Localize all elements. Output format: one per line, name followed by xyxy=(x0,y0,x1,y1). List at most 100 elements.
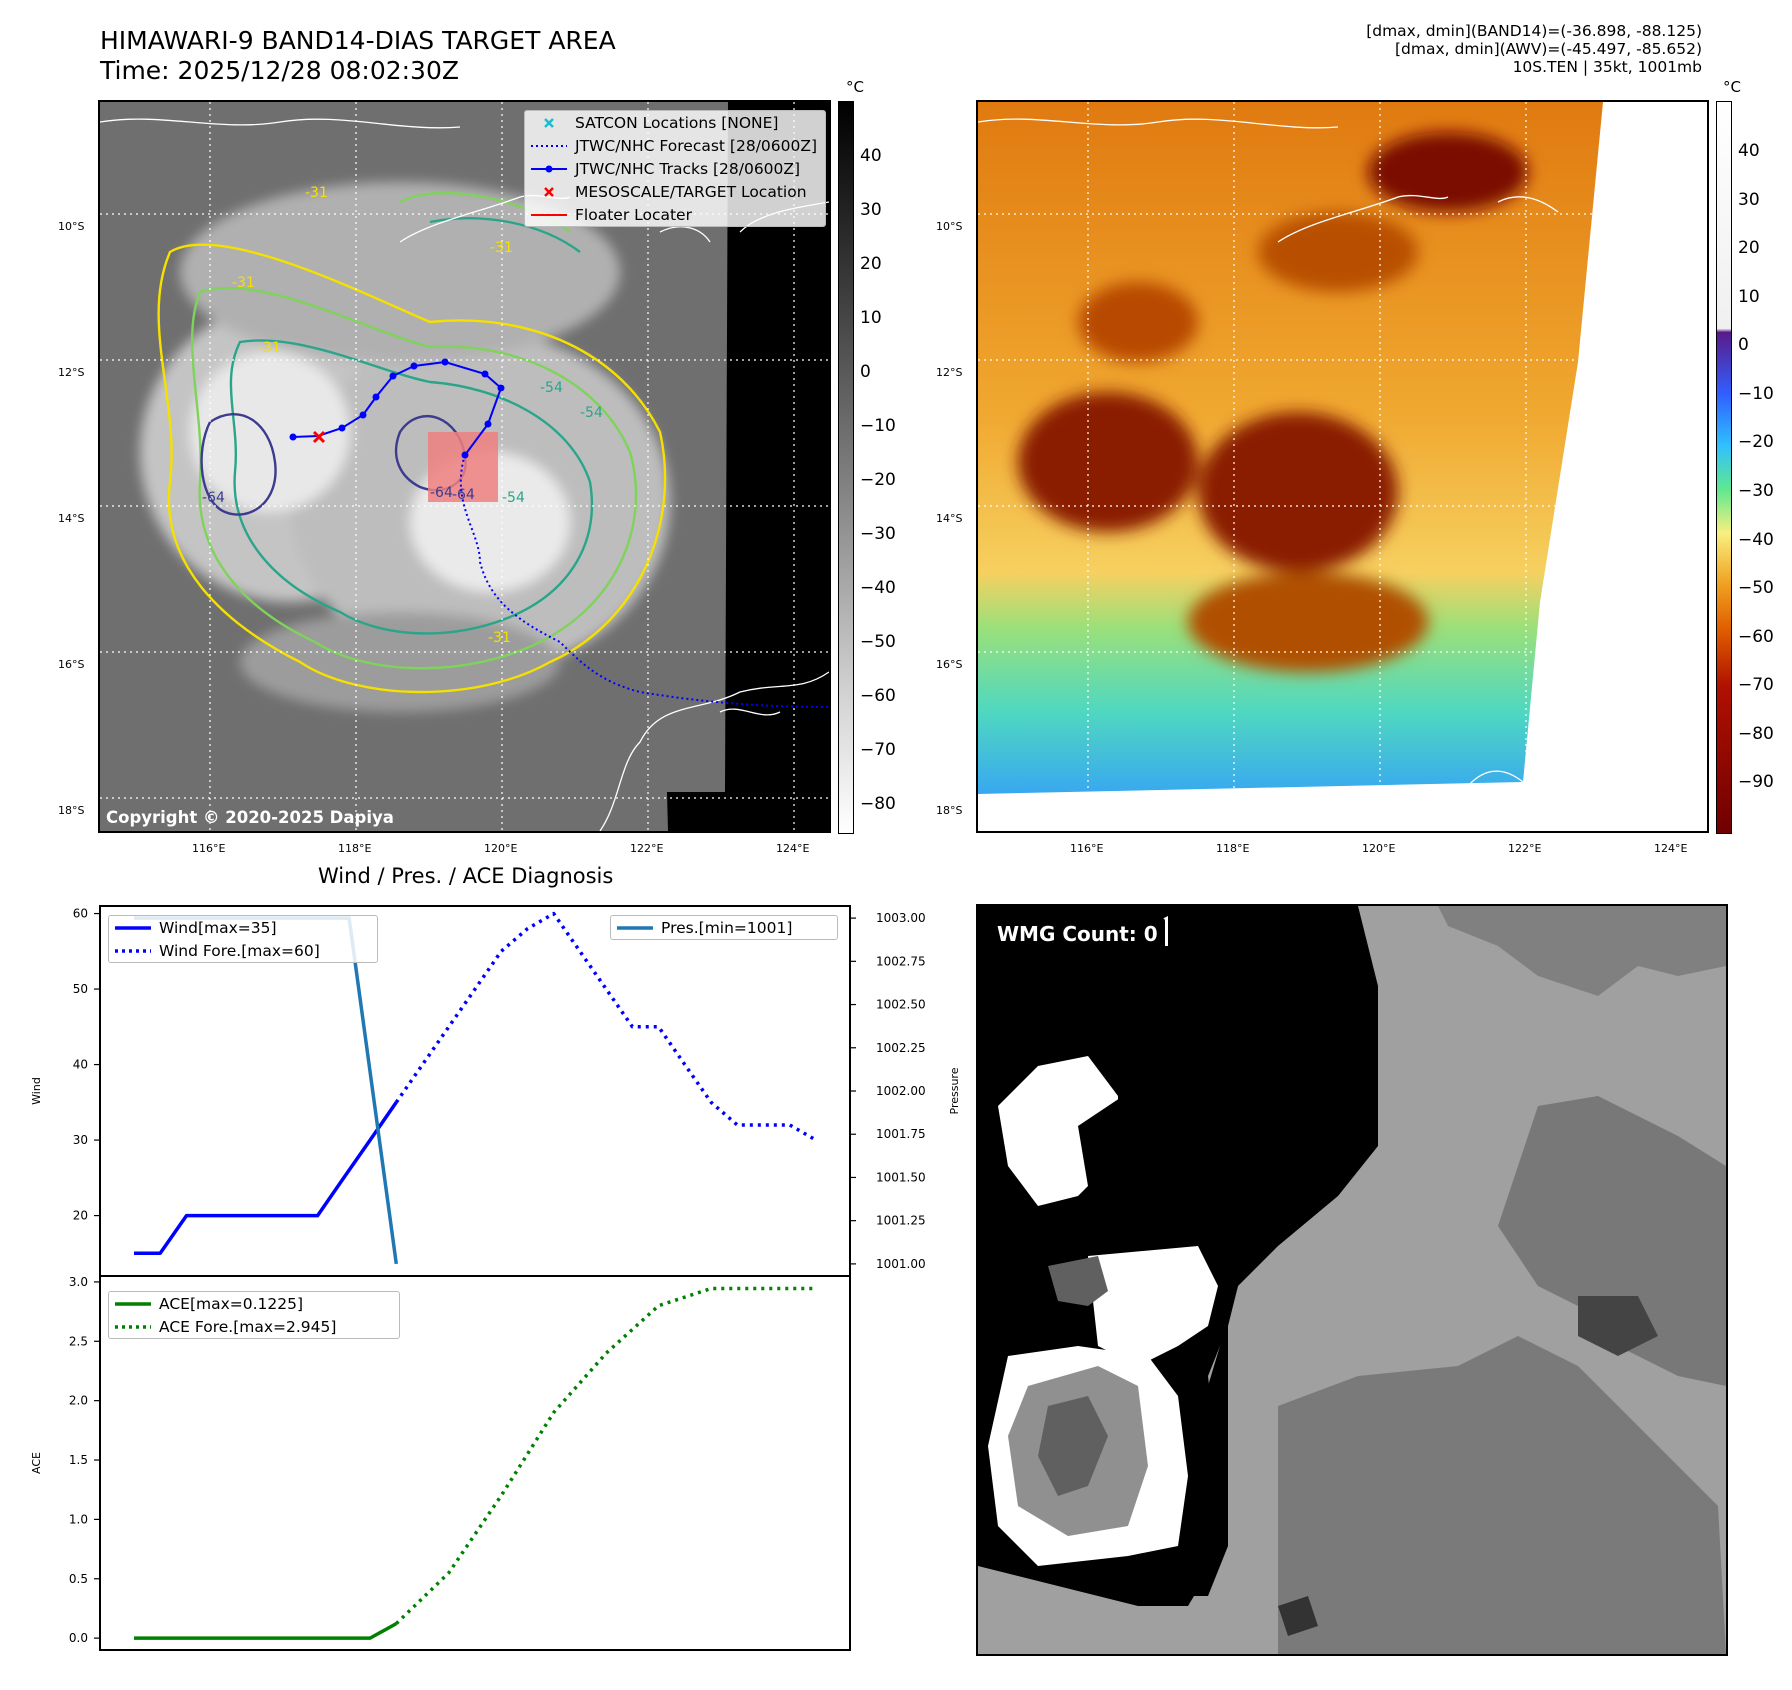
cbar-tick: −10 xyxy=(860,416,896,436)
awv-colorbar-unit: °C xyxy=(1723,78,1741,96)
cbar-tick: −70 xyxy=(860,740,896,760)
lat-tick: 14°S xyxy=(936,512,963,525)
target-x-marker xyxy=(312,430,326,444)
contour-label: -31 xyxy=(305,185,328,201)
cbar-tick: −20 xyxy=(860,470,896,490)
blue-dotted-line-icon xyxy=(115,948,151,954)
lat-tick: 14°S xyxy=(58,512,85,525)
cbar-tick: −50 xyxy=(1738,578,1774,598)
y-tick-label: 50 xyxy=(73,982,88,996)
info-line-awv: [dmax, dmin](AWV)=(-45.497, -85.652) xyxy=(1395,40,1702,58)
cbar-tick: −90 xyxy=(1738,772,1774,792)
y-tick-label: 20 xyxy=(73,1209,88,1223)
legend-item-ace: ACE[max=0.1225] xyxy=(109,1292,399,1315)
awv-map-panel xyxy=(976,100,1709,833)
red-x-icon xyxy=(531,186,567,198)
map-legend: SATCON Locations [NONE] JTWC/NHC Forecas… xyxy=(524,110,826,227)
cbar-tick: −20 xyxy=(1738,432,1774,452)
y2-tick-label: 1001.25 xyxy=(876,1214,926,1228)
wmg-svg xyxy=(978,906,1726,1654)
contour-label: -54 xyxy=(502,490,525,506)
legend-label: JTWC/NHC Forecast [28/0600Z] xyxy=(575,136,818,155)
contour-label: -31 xyxy=(232,275,255,291)
cyan-x-icon xyxy=(531,117,567,129)
y-axis-label: ACE xyxy=(30,1452,43,1474)
pressure-legend: Pres.[min=1001] xyxy=(610,915,838,940)
series-line xyxy=(134,1101,398,1256)
lat-tick: 10°S xyxy=(58,220,85,233)
cbar-tick: 30 xyxy=(860,200,882,220)
lat-tick: 18°S xyxy=(58,804,85,817)
lat-tick: 16°S xyxy=(936,658,963,671)
legend-label: JTWC/NHC Tracks [28/0600Z] xyxy=(575,159,801,178)
steelblue-line-icon xyxy=(617,925,653,931)
y-tick-label: 0.0 xyxy=(69,1631,88,1645)
target-location-box xyxy=(428,432,498,502)
lon-tick: 124°E xyxy=(1654,842,1688,855)
cbar-tick: −80 xyxy=(860,794,896,814)
legend-item-wind: Wind[max=35] xyxy=(109,916,377,939)
y-axis-label: Wind xyxy=(30,1077,43,1105)
figure-info: [dmax, dmin](BAND14)=(-36.898, -88.125) … xyxy=(1366,22,1702,76)
cbar-tick: −50 xyxy=(860,632,896,652)
y-tick-label: 30 xyxy=(73,1133,88,1147)
cbar-tick: 30 xyxy=(1738,190,1760,210)
green-dotted-line-icon xyxy=(115,1324,151,1330)
awv-gridlines xyxy=(978,102,1707,831)
lon-tick: 120°E xyxy=(1362,842,1396,855)
awv-dry-regions xyxy=(1018,132,1528,672)
cbar-tick: 40 xyxy=(1738,141,1760,161)
y-tick-label: 60 xyxy=(73,907,88,921)
y2-tick-label: 1001.00 xyxy=(876,1257,926,1271)
red-line-icon xyxy=(531,212,567,218)
cbar-tick: −40 xyxy=(1738,530,1774,550)
y-tick-label: 2.5 xyxy=(69,1334,88,1348)
wmg-panel: WMG Count: 0 xyxy=(976,904,1728,1656)
legend-label: ACE Fore.[max=2.945] xyxy=(159,1317,337,1336)
diagnosis-title: Wind / Pres. / ACE Diagnosis xyxy=(318,864,614,888)
lat-tick: 16°S xyxy=(58,658,85,671)
cbar-tick: −70 xyxy=(1738,675,1774,695)
contour-label: -31 xyxy=(258,340,281,356)
contour-label: -54 xyxy=(540,380,563,396)
legend-label: Wind Fore.[max=60] xyxy=(159,941,320,960)
legend-item-satcon: SATCON Locations [NONE] xyxy=(525,111,825,134)
cbar-tick: −60 xyxy=(1738,627,1774,647)
awv-colorbar xyxy=(1716,101,1732,834)
cbar-tick: 20 xyxy=(1738,238,1760,258)
green-solid-line-icon xyxy=(115,1301,151,1307)
gray-colorbar-unit: °C xyxy=(846,78,864,96)
lat-tick: 18°S xyxy=(936,804,963,817)
cbar-tick: 10 xyxy=(1738,287,1760,307)
series-line xyxy=(395,1286,816,1625)
wind-legend: Wind[max=35] Wind Fore.[max=60] xyxy=(108,915,378,963)
y-tick-label: 40 xyxy=(73,1058,88,1072)
ir-map-panel: -31 -31 -31 -54 -64 -64 -54 -31 -54 -31 … xyxy=(98,100,831,833)
series-line xyxy=(134,916,399,1265)
cbar-tick: −40 xyxy=(860,578,896,598)
cbar-tick: 0 xyxy=(860,362,871,382)
ace-legend: ACE[max=0.1225] ACE Fore.[max=2.945] xyxy=(108,1291,400,1339)
plot-frame xyxy=(99,1275,851,1651)
legend-item-mesoscale: MESOSCALE/TARGET Location xyxy=(525,180,825,203)
legend-label: Floater Locater xyxy=(575,205,692,224)
cbar-tick: 0 xyxy=(1738,335,1749,355)
cbar-tick: −30 xyxy=(1738,481,1774,501)
legend-item-tracks: JTWC/NHC Tracks [28/0600Z] xyxy=(525,157,825,180)
cbar-tick: 40 xyxy=(860,146,882,166)
y2-tick-label: 1001.50 xyxy=(876,1170,926,1184)
ir-nodata-region xyxy=(667,102,829,831)
contour-label: -31 xyxy=(488,630,511,646)
contour-label: -64 xyxy=(430,485,453,501)
series-line xyxy=(394,911,817,1142)
y-tick-label: 1.5 xyxy=(69,1453,88,1467)
figure-title-line1: HIMAWARI-9 BAND14-DIAS TARGET AREA xyxy=(100,26,616,55)
cbar-tick: 20 xyxy=(860,254,882,274)
figure-title: HIMAWARI-9 BAND14-DIAS TARGET AREA Time:… xyxy=(100,26,616,86)
lat-tick: 12°S xyxy=(936,366,963,379)
forecast-track xyxy=(459,454,829,708)
figure-title-line2: Time: 2025/12/28 08:02:30Z xyxy=(100,56,459,85)
awv-coastlines xyxy=(978,118,1559,793)
awv-map-svg xyxy=(978,102,1707,831)
legend-item-ace-forecast: ACE Fore.[max=2.945] xyxy=(109,1315,399,1338)
